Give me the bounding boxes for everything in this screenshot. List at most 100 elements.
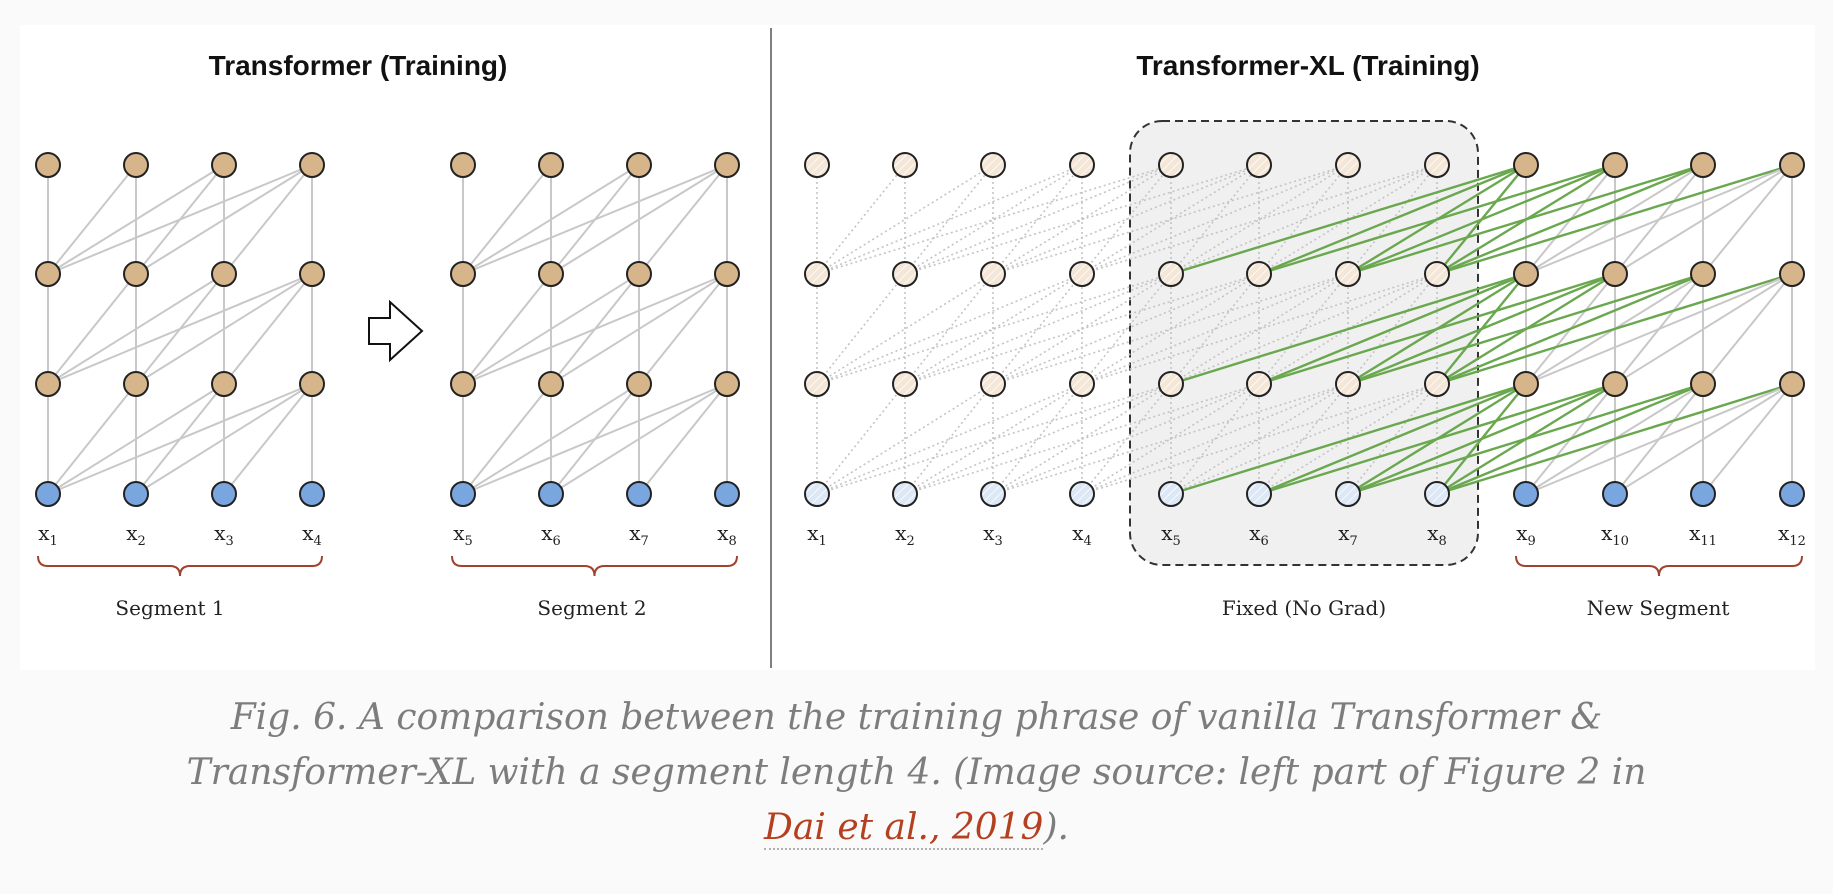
- memory-attention-edge: [1436, 163, 1704, 276]
- hatch-overlay: [1248, 263, 1270, 285]
- attention-edge: [816, 164, 906, 275]
- hatch-overlay: [982, 373, 1004, 395]
- attention-edge: [135, 273, 313, 385]
- memory-attention-edge: [1258, 272, 1527, 386]
- attention-edge: [1525, 164, 1793, 275]
- attention-edge: [1525, 273, 1793, 385]
- attention-edge: [462, 273, 552, 385]
- input-token-node: [1779, 481, 1805, 507]
- hatch-overlay: [1071, 483, 1093, 505]
- input-token-node: [538, 481, 564, 507]
- attention-edge: [1258, 273, 1349, 385]
- attention-edge: [992, 164, 1349, 275]
- hidden-state-node: [538, 152, 564, 178]
- memory-attention-edge: [1258, 163, 1616, 276]
- attention-edge: [47, 164, 313, 275]
- hatch-overlay: [806, 263, 828, 285]
- hidden-state-node: [450, 261, 476, 287]
- hidden-state-node: [626, 371, 652, 397]
- hatch-overlay: [894, 483, 916, 505]
- hidden-state-node: [123, 261, 149, 287]
- attention-edge: [1170, 383, 1260, 495]
- hidden-state-node: [538, 261, 564, 287]
- hidden-state-node: [626, 261, 652, 287]
- hatch-overlay: [1160, 483, 1182, 505]
- attention-edge: [47, 383, 313, 495]
- hatch-overlay: [982, 154, 1004, 176]
- hatch-overlay: [1426, 373, 1448, 395]
- attention-edge: [462, 164, 552, 275]
- memory-attention-edge: [1170, 272, 1527, 386]
- citation-link[interactable]: Dai et al., 2019: [764, 807, 1044, 850]
- hidden-state-node: [123, 152, 149, 178]
- fixed-no-grad-label: Fixed (No Grad): [1222, 596, 1386, 620]
- hatch-overlay: [894, 154, 916, 176]
- arrow-right-icon: [368, 299, 424, 363]
- hidden-state-node: [1513, 152, 1539, 178]
- hidden-state-node: [714, 261, 740, 287]
- attention-edge: [992, 383, 1349, 495]
- attention-edge: [816, 164, 1172, 275]
- hatch-overlay: [894, 373, 916, 395]
- memory-attention-edge: [1170, 163, 1527, 276]
- attention-edge: [1702, 164, 1793, 275]
- attention-edge: [1614, 383, 1793, 495]
- attention-edge: [992, 273, 1349, 385]
- hatch-overlay: [1426, 154, 1448, 176]
- hidden-state-node: [1602, 152, 1628, 178]
- new-segment-label: New Segment: [1587, 596, 1730, 620]
- memory-attention-edge: [1436, 382, 1793, 496]
- attention-edge: [462, 273, 640, 385]
- attention-edge: [462, 383, 728, 495]
- attention-edge: [223, 383, 313, 495]
- hidden-state-node: [538, 371, 564, 397]
- input-token-node: [1602, 481, 1628, 507]
- caption-suffix: ).: [1043, 807, 1069, 848]
- attention-edge: [904, 383, 1260, 495]
- attention-edge: [904, 164, 1260, 275]
- hidden-state-node: [35, 152, 61, 178]
- hidden-state-node: [1690, 371, 1716, 397]
- hidden-state-node: [123, 371, 149, 397]
- memory-attention-edge: [1258, 382, 1527, 496]
- hatch-overlay: [894, 263, 916, 285]
- segment2-brace: [451, 555, 738, 577]
- hidden-state-node: [1513, 261, 1539, 287]
- hatch-overlay: [1071, 263, 1093, 285]
- edges-layer: [47, 163, 1793, 496]
- memory-attention-edge: [1347, 272, 1616, 386]
- hidden-state-node: [1690, 152, 1716, 178]
- attention-edge: [462, 164, 728, 275]
- attention-edge: [638, 164, 728, 275]
- attention-edge: [992, 164, 1083, 275]
- hatch-overlay: [982, 263, 1004, 285]
- attention-edge: [47, 383, 225, 495]
- segment2-label: Segment 2: [537, 596, 646, 620]
- attention-edge: [1081, 273, 1172, 385]
- segment1-brace: [37, 555, 323, 577]
- attention-edge: [1081, 164, 1172, 275]
- attention-edge: [135, 164, 313, 275]
- hatch-overlay: [1160, 373, 1182, 395]
- memory-attention-edge: [1258, 163, 1527, 276]
- input-token-node: [1690, 481, 1716, 507]
- attention-edge: [992, 273, 1083, 385]
- hidden-state-node: [299, 152, 325, 178]
- right-panel-title: Transformer-XL (Training): [1136, 50, 1479, 81]
- hatch-overlay: [806, 154, 828, 176]
- hatch-overlay: [1426, 263, 1448, 285]
- hidden-state-node: [35, 261, 61, 287]
- hidden-state-node: [1779, 261, 1805, 287]
- memory-attention-edge: [1258, 272, 1616, 386]
- hidden-state-node: [299, 261, 325, 287]
- attention-edge: [1614, 273, 1793, 385]
- attention-edge: [47, 164, 225, 275]
- attention-edge: [1258, 383, 1349, 495]
- hatch-overlay: [1248, 373, 1270, 395]
- attention-edge: [904, 383, 994, 495]
- hidden-state-node: [1602, 261, 1628, 287]
- memory-attention-edge: [1436, 163, 1793, 276]
- attention-edge: [1081, 273, 1438, 385]
- attention-edge: [550, 383, 728, 495]
